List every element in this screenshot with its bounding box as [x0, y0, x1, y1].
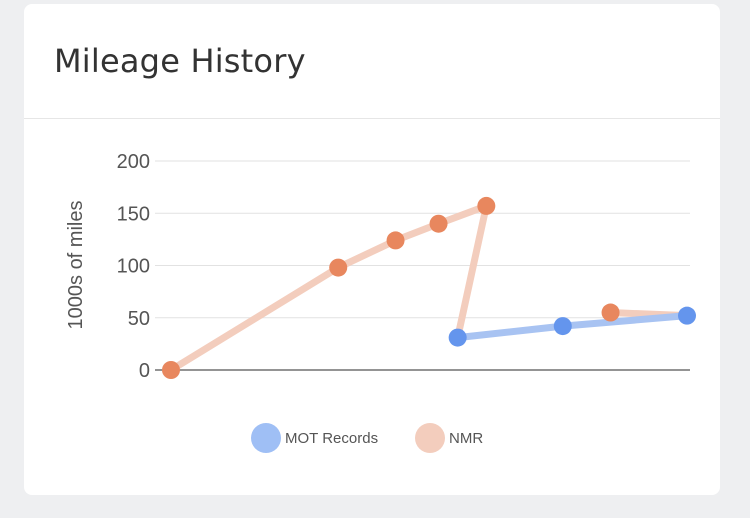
y-tick-label-50: 50: [128, 308, 150, 330]
nmr-data-point-2: [329, 258, 348, 277]
y-tick-label-100: 100: [117, 256, 150, 278]
nmr-data-point-5: [477, 196, 496, 215]
y-axis-label: 1000s of miles: [65, 201, 87, 330]
legend-item-nmr[interactable]: NMR: [415, 423, 483, 453]
mot-data-point-2: [553, 317, 572, 336]
y-tick-label-200: 200: [117, 151, 150, 173]
legend-marker-mot-records: [251, 423, 281, 453]
card-title: Mileage History: [54, 42, 306, 80]
nmr-data-point-4: [429, 214, 448, 233]
mot-series-line: [454, 312, 691, 342]
mot-data-point-3: [678, 306, 696, 325]
nmr-data-point-1: [162, 361, 180, 379]
legend-label-mot-records: MOT Records: [285, 429, 379, 447]
mot-data-point-1: [448, 328, 467, 347]
card-header: Mileage History: [24, 4, 720, 119]
y-tick-label-150: 150: [117, 203, 150, 225]
nmr-data-point-6: [601, 303, 620, 322]
legend-marker-nmr: [415, 423, 445, 453]
legend-label-nmr: NMR: [449, 429, 484, 447]
legend-item-mot-records[interactable]: MOT Records: [251, 423, 378, 453]
nmr-series-line-1: [167, 202, 490, 374]
nmr-data-point-3: [386, 231, 405, 250]
y-tick-label-0: 0: [139, 360, 150, 382]
